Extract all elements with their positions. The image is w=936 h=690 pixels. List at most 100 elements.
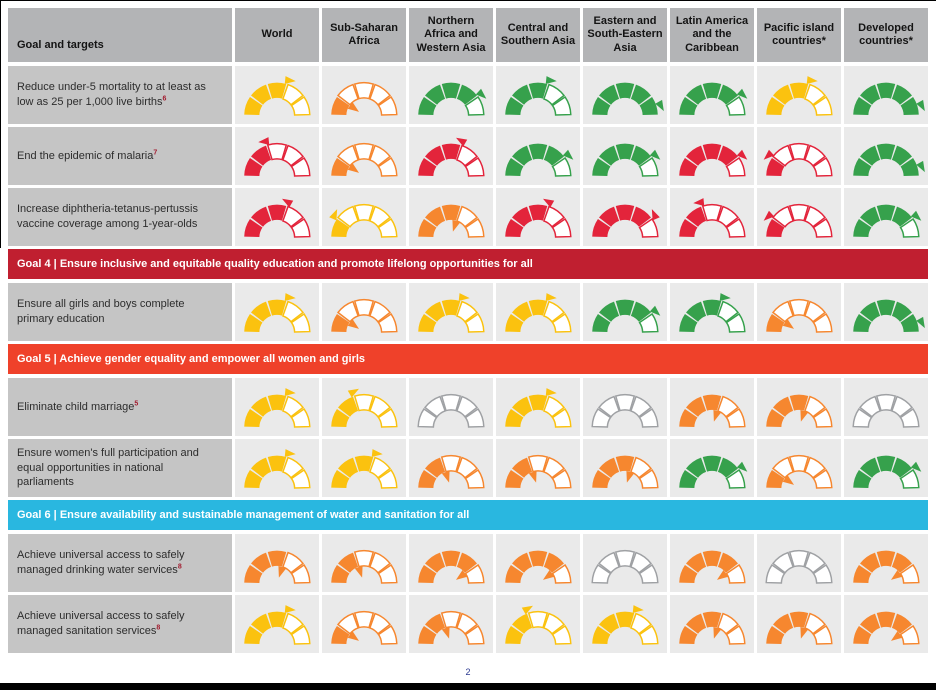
gauge-segment bbox=[251, 301, 272, 322]
trend-arrow-icon bbox=[282, 198, 294, 208]
page-footer: 2 bbox=[0, 667, 936, 677]
gauge-dial-green-5 bbox=[853, 299, 925, 333]
gauge-dial-orange-2 bbox=[505, 454, 572, 489]
gauge-segment bbox=[290, 624, 311, 645]
gauge-segment bbox=[353, 393, 375, 412]
gauge-segment bbox=[592, 625, 611, 645]
gauge-segment bbox=[425, 206, 446, 227]
gauge-segment bbox=[331, 157, 350, 177]
gauge-segment bbox=[614, 549, 636, 568]
gauge-segment bbox=[630, 206, 651, 227]
gauge-dial-gray-0 bbox=[417, 393, 485, 428]
gauge-segment bbox=[464, 624, 485, 645]
trend-arrow-icon bbox=[916, 160, 925, 173]
gauge-segment bbox=[551, 468, 572, 489]
gauge-segment bbox=[418, 313, 437, 333]
gauge-segment bbox=[876, 550, 896, 567]
trend-arrow-icon bbox=[371, 449, 383, 457]
gauge-cell bbox=[757, 534, 841, 592]
gauge-segment bbox=[425, 552, 446, 573]
gauge-cell bbox=[583, 66, 667, 124]
gauge-segment bbox=[368, 551, 392, 574]
gauge-segment bbox=[788, 454, 810, 473]
gauge-segment bbox=[812, 407, 833, 428]
table-row: Increase diphtheria-tetanus-pertussis va… bbox=[8, 188, 928, 246]
gauge-segment bbox=[456, 552, 477, 573]
gauge-segment bbox=[418, 625, 437, 645]
gauge-segment bbox=[418, 157, 437, 177]
gauge-segment bbox=[592, 218, 611, 238]
gauge-cell bbox=[583, 595, 667, 653]
gauge-segment bbox=[599, 206, 620, 227]
gauge-segment bbox=[251, 206, 272, 227]
gauge-segment bbox=[771, 300, 795, 323]
target-label-text: Achieve universal access to safely manag… bbox=[17, 549, 185, 576]
gauge-segment bbox=[542, 83, 566, 106]
gauge-segment bbox=[597, 395, 621, 418]
page-edge-line bbox=[0, 1, 1, 248]
trend-arrow-icon bbox=[458, 293, 470, 301]
gauge-dial-red-4 bbox=[679, 143, 748, 177]
gauge-segment bbox=[860, 301, 881, 322]
gauge-segment bbox=[527, 610, 549, 629]
trend-arrow-icon bbox=[719, 293, 731, 301]
gauge-segment bbox=[551, 312, 572, 333]
gauge-segment bbox=[527, 454, 549, 473]
gauge-segment bbox=[281, 612, 305, 635]
gauge-segment bbox=[368, 300, 392, 323]
gauge-segment bbox=[679, 313, 698, 333]
trend-arrow-icon bbox=[736, 461, 748, 472]
gauge-dial-orange-3 bbox=[592, 455, 659, 489]
gauge-segment bbox=[281, 456, 305, 479]
gauge-dial-orange-4 bbox=[853, 550, 920, 584]
gauge-segment bbox=[251, 145, 272, 166]
gauge-segment bbox=[679, 96, 698, 116]
gauge-segment bbox=[290, 312, 311, 333]
gauge-segment bbox=[876, 143, 896, 160]
gauge-cell bbox=[844, 378, 928, 436]
gauge-segment bbox=[679, 564, 698, 584]
gauge-segment bbox=[725, 156, 746, 177]
gauge-dial-green-4 bbox=[592, 299, 661, 333]
trend-arrow-icon bbox=[910, 210, 922, 221]
gauge-segment bbox=[717, 552, 738, 573]
gauge-segment bbox=[425, 457, 446, 478]
gauge-dial-orange-3 bbox=[766, 611, 833, 645]
gauge-dial-red-1 bbox=[763, 142, 833, 177]
gauge-segment bbox=[336, 144, 360, 167]
gauge-dial-gray-0 bbox=[591, 549, 659, 584]
gauge-segment bbox=[377, 95, 398, 116]
gauge-segment bbox=[281, 395, 305, 418]
gauge-segment bbox=[876, 455, 896, 472]
gauge-segment bbox=[592, 313, 611, 333]
gauge-segment bbox=[290, 217, 311, 238]
gauge-segment bbox=[812, 624, 833, 645]
gauge-segment bbox=[512, 206, 533, 227]
gauge-segment bbox=[338, 457, 359, 478]
gauge-segment bbox=[455, 395, 479, 418]
gauge-cell bbox=[583, 283, 667, 341]
goal-banner-label: Goal 4 | Ensure inclusive and equitable … bbox=[17, 258, 533, 270]
gauge-cell bbox=[496, 534, 580, 592]
gauge-segment bbox=[860, 145, 881, 166]
gauge-dial-red-4 bbox=[592, 204, 660, 238]
gauge-segment bbox=[717, 457, 738, 478]
gauge-segment bbox=[331, 469, 350, 489]
gauge-dial-orange-1 bbox=[766, 298, 833, 333]
gauge-segment bbox=[244, 625, 263, 645]
gauge-segment bbox=[455, 300, 479, 323]
gauge-dial-orange-1 bbox=[331, 610, 398, 645]
table-row: End the epidemic of malaria7 bbox=[8, 127, 928, 185]
column-header-6: Latin America and the Caribbean bbox=[670, 8, 754, 62]
gauge-segment bbox=[716, 300, 740, 323]
gauge-segment bbox=[336, 300, 360, 323]
column-header-1: World bbox=[235, 8, 319, 62]
gauge-segment bbox=[766, 408, 785, 428]
gauge-dial-orange-3 bbox=[679, 394, 746, 428]
gauge-segment bbox=[267, 455, 287, 472]
gauge-cell bbox=[757, 378, 841, 436]
target-footnote-superscript: 8 bbox=[156, 624, 161, 632]
gauge-segment bbox=[251, 84, 272, 105]
gauge-cell bbox=[757, 595, 841, 653]
gauge-cell bbox=[235, 127, 319, 185]
